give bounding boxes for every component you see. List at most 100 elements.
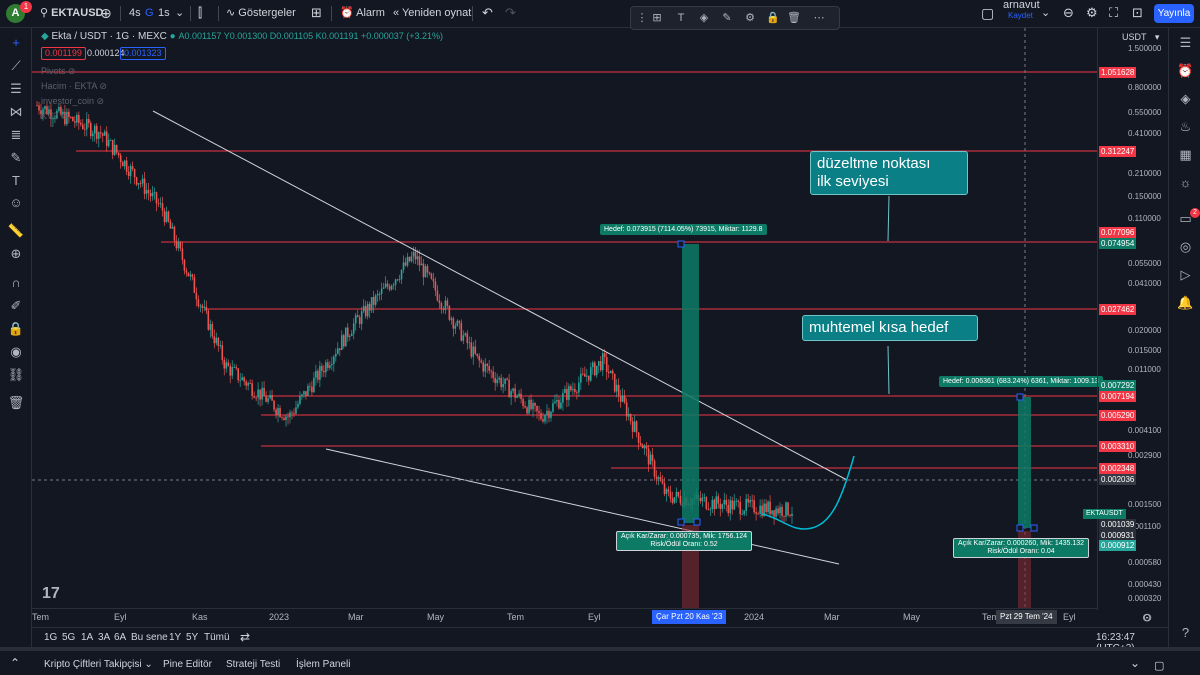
broadcast-icon[interactable]: ▷ (1180, 267, 1191, 282)
panel-collapse-icon[interactable]: ⌄ (1130, 656, 1141, 670)
hotlist-fire-icon[interactable]: ♨ (1179, 119, 1192, 134)
range-button[interactable]: Bu sene (131, 632, 168, 643)
axis-settings-icon[interactable]: ⊙ (1143, 612, 1153, 624)
position-2-handle-left[interactable] (1016, 524, 1024, 532)
notifications-bell-icon[interactable]: 🔔 (1177, 295, 1194, 310)
range-button[interactable]: 5Y (186, 632, 199, 643)
indicators-button[interactable]: ∿ Göstergeler (226, 0, 296, 26)
ideas-bulb-icon[interactable]: ☼ (1179, 175, 1192, 190)
projected-path-curve[interactable] (761, 455, 855, 530)
publish-button[interactable]: Yayınla (1154, 4, 1194, 23)
price-chart[interactable]: 17 (32, 28, 1127, 608)
range-button[interactable]: Tümü (204, 632, 230, 643)
lower-trendline[interactable] (325, 448, 840, 565)
buy-price-box[interactable]: 0.001323 (120, 47, 166, 60)
panel-maximize-icon[interactable]: ▢ (1154, 660, 1165, 672)
calendar-icon[interactable]: ▦ (1179, 147, 1192, 162)
undo-icon[interactable]: ↶ (482, 5, 493, 20)
template-icon[interactable]: ⊞ (652, 12, 662, 24)
streams-icon[interactable]: ◎ (1179, 239, 1192, 254)
panel-tab-crypto-pairs[interactable]: Kripto Çiftleri Takipçisi ⌄ (44, 659, 153, 670)
emoji-icon[interactable]: ☺ (9, 195, 23, 210)
layout-save-status[interactable]: Kaydet (1008, 11, 1033, 20)
stay-in-drawing-icon[interactable]: ✐ (10, 298, 22, 313)
long-position-tool-1[interactable] (677, 240, 701, 608)
border-color-icon[interactable]: ✎ (722, 12, 732, 24)
hidden-eye-icon[interactable]: ⊘ (68, 66, 76, 76)
chat-icon[interactable]: ▭ (1179, 211, 1192, 226)
trend-line-icon[interactable]: ⟋ (11, 58, 21, 73)
delete-trash-icon[interactable]: 🗑 (787, 12, 801, 24)
range-button[interactable]: 1Y (169, 632, 182, 643)
price-axis[interactable]: USDT ▾ 1.500000 0.800000 0.550000 0.410000 0… (1083, 28, 1167, 624)
position-2-handle-right[interactable] (1030, 524, 1038, 532)
position-1-handle-right[interactable] (693, 518, 701, 526)
layouts-grid-icon[interactable]: ⊞ (311, 5, 322, 20)
text-color-icon[interactable]: T (677, 12, 685, 24)
candle-type-icon[interactable]: ⫿ (198, 5, 203, 20)
layout-square-icon[interactable]: ▢ (981, 5, 995, 21)
interval-1d[interactable]: G (145, 7, 154, 19)
alarm-button[interactable]: ⏰ Alarm (340, 0, 385, 26)
redo-icon[interactable]: ↷ (505, 5, 516, 20)
interval-dropdown-chevron-icon[interactable]: ⌄ (175, 7, 185, 19)
horizontal-lines-icon[interactable]: ☰ (10, 81, 22, 96)
alerts-clock-icon[interactable]: ⏰ (1177, 63, 1194, 78)
help-icon[interactable]: ? (1181, 625, 1190, 640)
more-options-icon[interactable]: ⋯ (813, 12, 825, 24)
layout-chevron-down-icon[interactable]: ⌄ (1041, 7, 1051, 19)
sell-price-box[interactable]: 0.001199 (41, 47, 86, 60)
indicator-legend-pivots[interactable]: Pivots ⊘ (41, 66, 76, 77)
symbol-search-button[interactable]: ⚲ EKTAUSD (40, 0, 103, 26)
range-button[interactable]: 3A (98, 632, 111, 643)
hidden-eye-icon[interactable]: ⊘ (60, 111, 69, 121)
text-tool-icon[interactable]: T (12, 173, 20, 188)
hidden-eye-icon[interactable]: ⊘ (99, 81, 107, 91)
layers-icon[interactable]: ◈ (1180, 91, 1191, 106)
position-1-handle-left[interactable] (677, 518, 685, 526)
range-button[interactable]: 1A (81, 632, 94, 643)
magnet-icon[interactable]: ∩ (11, 275, 21, 290)
quick-search-icon[interactable]: ⊖ (1063, 5, 1074, 20)
ruler-icon[interactable]: 📏 (7, 223, 25, 238)
fullscreen-icon[interactable]: ⛶ (1109, 5, 1119, 20)
range-button[interactable]: 5G (62, 632, 76, 643)
interval-1s[interactable]: 1s (158, 7, 170, 19)
callout-correction-point[interactable]: düzeltme noktası ilk seviyesi (810, 151, 968, 195)
lock-icon[interactable]: 🔒 (766, 12, 780, 24)
callout-short-target[interactable]: muhtemel kısa hedef (802, 315, 978, 341)
settings-gear-icon[interactable]: ⚙ (1086, 5, 1098, 20)
pitchfork-icon[interactable]: ⋈ (9, 104, 23, 119)
drag-handle-icon[interactable]: ⋮ (636, 12, 648, 24)
fill-color-icon[interactable]: ◈ (699, 12, 709, 24)
snapshot-camera-icon[interactable]: ⊡ (1132, 5, 1143, 20)
long-position-tool-2[interactable] (1016, 393, 1038, 608)
panel-tab-trading-panel[interactable]: İşlem Paneli (296, 659, 351, 670)
legend-title[interactable]: Ekta / USDT · 1G · MEXC (51, 31, 167, 42)
fib-levels-icon[interactable]: ≣ (10, 127, 22, 142)
indicator-legend-kv2[interactable]: KV2 ⊘ (41, 111, 68, 122)
hide-drawings-eye-icon[interactable]: ◉ (10, 344, 22, 359)
compare-add-icon[interactable]: ⊕ (100, 5, 112, 21)
indicator-legend-volume[interactable]: Hacim · EKTA ⊘ (41, 81, 107, 92)
brush-icon[interactable]: ✎ (10, 150, 22, 165)
watchlist-icon[interactable]: ☰ (1179, 35, 1192, 50)
upper-trendline[interactable] (152, 110, 848, 481)
zoom-in-icon[interactable]: ⊕ (10, 246, 22, 261)
interval-4s[interactable]: 4s (129, 7, 141, 19)
position-1-handle-top[interactable] (677, 240, 685, 248)
layout-name[interactable]: arnavut (1003, 0, 1040, 11)
time-axis[interactable]: Tem Eyl Kas 2023 Mar May Tem Eyl 2024 Mar May Tem Ey… (32, 608, 1151, 626)
panel-toggle-icon[interactable]: ⌃ (10, 656, 21, 670)
range-button[interactable]: 6A (114, 632, 127, 643)
panel-tab-pine-editor[interactable]: Pine Editör (163, 659, 212, 670)
indicator-legend-investor[interactable]: investor_coin ⊘ (41, 96, 104, 107)
panel-tab-strategy-tester[interactable]: Strateji Testi (226, 659, 281, 670)
currency-selector[interactable]: USDT ▾ (1122, 30, 1166, 44)
position-2-handle-top[interactable] (1016, 393, 1024, 401)
hidden-eye-icon[interactable]: ⊘ (96, 96, 105, 106)
replay-button[interactable]: « Yeniden oynat (393, 0, 471, 26)
lock-drawings-icon[interactable]: 🔒 (7, 321, 25, 336)
range-button[interactable]: 1G (44, 632, 58, 643)
remove-drawings-trash-icon[interactable]: 🗑 (7, 395, 25, 410)
